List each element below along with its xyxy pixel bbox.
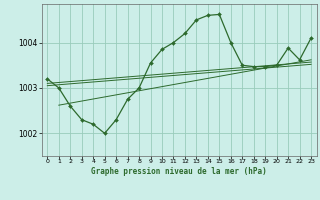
X-axis label: Graphe pression niveau de la mer (hPa): Graphe pression niveau de la mer (hPa) [91,167,267,176]
